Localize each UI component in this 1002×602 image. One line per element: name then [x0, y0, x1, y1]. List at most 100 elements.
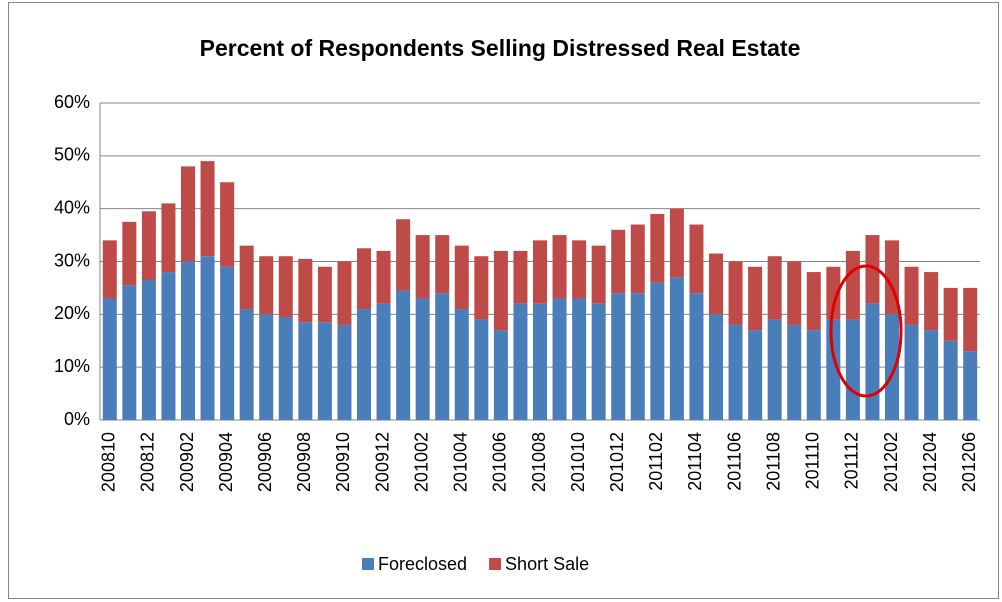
- bar-segment: [220, 182, 235, 267]
- bar-segment: [630, 293, 645, 420]
- bar-segment: [415, 235, 430, 299]
- bar-segment: [963, 287, 978, 352]
- bar-segment: [943, 340, 958, 420]
- bar-segment: [611, 293, 626, 420]
- bar-segment: [357, 248, 371, 310]
- bar-segment: [278, 316, 293, 420]
- bar-segment: [239, 309, 254, 420]
- x-tick-label: 200904: [216, 432, 236, 492]
- bar-segment: [709, 253, 723, 315]
- bar-segment: [200, 256, 215, 420]
- bar-segment: [728, 324, 743, 420]
- bar-segment: [239, 245, 254, 310]
- bar-segment: [259, 256, 274, 315]
- x-tick-label: 201202: [881, 432, 901, 492]
- bar-segment: [161, 203, 176, 273]
- bar-segment: [845, 319, 860, 420]
- legend-swatch: [362, 558, 374, 570]
- x-tick-label: 200902: [177, 432, 197, 492]
- bar-segment: [474, 256, 489, 320]
- bar-segment: [376, 250, 391, 304]
- bar-segment: [669, 208, 684, 278]
- x-tick-label: 201104: [685, 432, 705, 491]
- x-tick-label: 201008: [529, 432, 549, 492]
- x-tick-label: 200906: [255, 432, 275, 492]
- y-tick-label: 10%: [54, 356, 90, 376]
- plot-area: 0% 10% 20% 30% 40% 50% 60% 200810 200812 200902 20…: [54, 92, 980, 574]
- y-tick-label: 0%: [64, 409, 90, 429]
- bar-segment: [259, 314, 274, 420]
- y-tick-label: 50%: [54, 145, 90, 165]
- bar-segment: [943, 287, 958, 341]
- bar-segment: [102, 240, 117, 299]
- x-tick-label: 200908: [294, 432, 314, 492]
- bar-segment: [630, 224, 645, 294]
- bar-segment: [493, 330, 508, 420]
- bar-segment: [689, 293, 704, 420]
- bar-segment: [278, 256, 293, 317]
- highlight-ellipse: [829, 264, 903, 398]
- bar-segment: [709, 314, 723, 420]
- bar-segment: [591, 245, 606, 304]
- bar-segment: [454, 245, 469, 310]
- y-tick-label: 60%: [54, 92, 90, 112]
- x-tick-label: 201010: [568, 432, 588, 492]
- bar-segment: [767, 319, 782, 420]
- bar-segment: [181, 166, 195, 262]
- bar-segment: [572, 240, 587, 299]
- bar-segment: [102, 298, 117, 420]
- bar-segment: [435, 293, 450, 420]
- bar-segment: [806, 330, 821, 420]
- bar-segment: [376, 303, 391, 420]
- bar-segment: [141, 211, 156, 280]
- x-tick-label: 200912: [372, 432, 392, 492]
- bar-segment: [728, 261, 743, 325]
- bar-segment: [493, 250, 508, 331]
- bar-segment: [748, 330, 763, 420]
- bar-segment: [904, 266, 919, 325]
- bar-segment: [611, 229, 626, 294]
- bar-segment: [435, 235, 450, 294]
- bar-segment: [865, 303, 880, 420]
- bar-segment: [552, 298, 567, 420]
- bar-segment: [767, 256, 782, 320]
- x-tick-label: 201110: [803, 432, 823, 489]
- x-tick-label: 201002: [411, 432, 431, 492]
- x-tick-label: 201206: [959, 432, 979, 492]
- bar-segment: [298, 258, 313, 323]
- x-tick-label: 201108: [763, 432, 783, 491]
- bar-segment: [474, 319, 489, 420]
- bar-segment: [357, 309, 371, 420]
- bar-segment: [298, 322, 313, 420]
- bar-segment: [533, 240, 547, 304]
- x-tick-label: 200910: [333, 432, 353, 492]
- bar-segment: [924, 330, 939, 420]
- bar-segment: [337, 261, 352, 325]
- y-tick-label: 20%: [54, 303, 90, 323]
- bar-segment: [787, 261, 802, 325]
- x-tick-label: 201102: [646, 432, 666, 491]
- bar-segment: [552, 235, 567, 299]
- x-tick-label: 201204: [920, 432, 940, 492]
- bar-segment: [513, 303, 528, 420]
- legend-label: Foreclosed: [378, 554, 467, 574]
- bar-segment: [161, 272, 176, 420]
- bar-segment: [865, 235, 880, 304]
- bar-segment: [748, 266, 763, 331]
- bar-segment: [220, 266, 235, 420]
- bar-segment: [787, 324, 802, 420]
- bar-segment: [669, 277, 684, 420]
- x-tick-label: 200812: [138, 432, 158, 492]
- bar-segment: [885, 314, 899, 420]
- bar-segment: [806, 272, 821, 331]
- legend-label: Short Sale: [505, 554, 589, 574]
- bar-segment: [591, 303, 606, 420]
- y-tick-label: 40%: [54, 197, 90, 217]
- x-tick-label: 201012: [607, 432, 627, 492]
- x-tick-label: 201004: [451, 432, 471, 492]
- y-tick-label: 30%: [54, 250, 90, 270]
- bar-segment: [317, 322, 332, 420]
- legend-swatch: [489, 558, 502, 570]
- bar-segment: [317, 266, 332, 323]
- bar-segment: [337, 324, 352, 420]
